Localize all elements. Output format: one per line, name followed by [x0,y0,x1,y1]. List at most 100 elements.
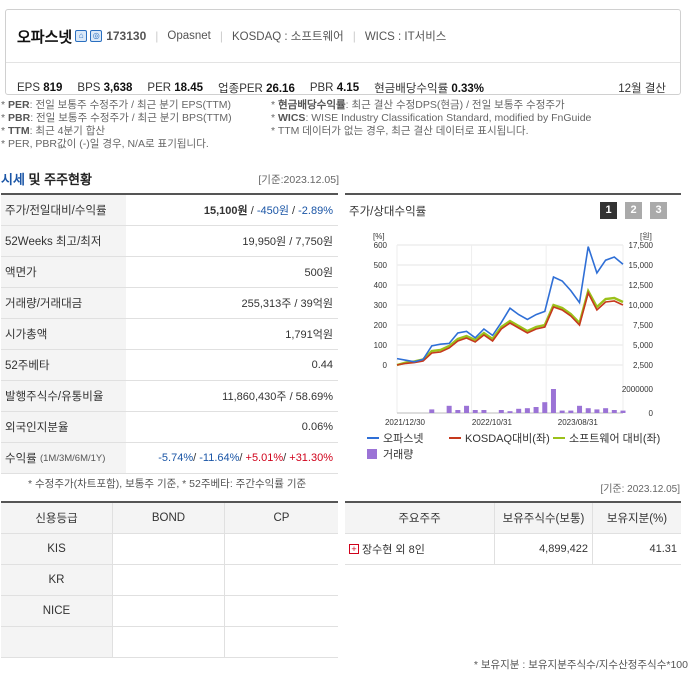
volume-bar [455,410,461,413]
chart-title: 주가/상대수익률 [349,206,427,218]
row-value: 0.06% [301,421,333,433]
note-negative: * PER, PBR값이 (-)일 경우, N/A로 표기됩니다. [1,138,209,150]
agency-name: KR [1,565,113,595]
volume-bar [611,410,617,413]
volume-bar [507,411,513,413]
table-row: 주가/전일대비/수익률 15,100원 / -450원 / -2.89% [1,195,338,226]
stock-code: 173130 [106,29,147,43]
volume-bar [472,410,478,413]
row-label: 거래량/거래대금 [1,288,126,318]
left-tick-label: 200 [374,321,388,330]
market-sector: KOSDAQ : 소프트웨어 [231,31,344,43]
note-per: * PER: 전일 보통주 수정주가 / 최근 분기 EPS(TTM) [1,99,232,111]
volume-bar [603,408,609,413]
right-tick-label: 5,000 [633,341,654,350]
left-tick-label: 400 [374,281,388,290]
company-header: 오파스넷 ⌂ ◎ 173130 | Opasnet | KOSDAQ : 소프트… [5,9,681,95]
row-value: 255,313주 / 39억원 [241,298,333,310]
row-label: 주가/전일대비/수익률 [1,195,126,225]
row-label: 52주베타 [1,350,126,380]
price-value: 15,100원 / -450원 / -2.89% [203,205,333,217]
agency-name [1,627,113,657]
volume-bar [542,402,548,413]
right-tick-label: 12,500 [629,281,654,290]
market-table: 주가/전일대비/수익률 15,100원 / -450원 / -2.89% 52W… [1,193,338,474]
left-tick-label: 100 [374,341,388,350]
english-name: Opasnet [167,30,211,42]
note-ttm: * TTM: 최근 4분기 합산 [1,125,106,137]
holder-name: 장수현 외 8인 [362,544,425,556]
market-footnote: * 수정주가(차트포함), 보통주 기준, * 52주베타: 주간수익률 기준 [28,478,307,490]
col-header: 보유지분(%) [593,503,681,533]
chart-tab-2[interactable]: 2 [625,202,642,219]
row-value: 0.44 [311,359,333,371]
price-chart: [%] [원] 600 500 400 300 200 100 0 17,500 15,000… [367,232,660,461]
divider: | [155,29,159,43]
volume-bar [524,408,530,413]
volume-bar [620,410,626,413]
volume-bar [585,408,591,413]
metric-sector-per: 업종PER 26.16 [218,83,295,95]
table-row: 52Weeks 최고/최저 19,950원 / 7,750원 [1,226,338,257]
left-tick-label: 0 [383,361,388,370]
table-row: KR [1,565,338,596]
table-row: 외국인지분율 0.06% [1,412,338,443]
volume-tick-label: 2000000 [622,385,654,394]
metric-per: PER 18.45 [147,82,204,94]
credit-rating-table: 신용등급 BOND CP KIS KR NICE [1,501,338,658]
row-value: 11,860,430주 / 58.69% [222,391,333,403]
row-value: 1,791억원 [285,329,333,341]
right-tick-label: 7,500 [633,321,654,330]
home-icon[interactable]: ⌂ [75,30,88,42]
x-tick-label: 2023/08/31 [558,418,599,427]
expand-icon[interactable]: + [349,544,359,554]
volume-bar [481,410,487,413]
row-label: 외국인지분율 [1,412,126,442]
table-row: 액면가 500원 [1,257,338,288]
col-header: BOND [113,503,225,533]
price-chart-panel: 주가/상대수익률 1 2 3 [%] [원] 600 500 400 300 200 10… [345,193,681,468]
holder-name-cell[interactable]: + 장수현 외 8인 [345,534,495,564]
shareholders-table: 주요주주 보유주식수(보통) 보유지분(%) + 장수현 외 8인 4,899,4… [345,501,681,565]
volume-bar [429,409,435,413]
col-header: 신용등급 [1,503,113,533]
volume-bar [550,389,556,413]
row-label: 액면가 [1,257,126,287]
agency-name: KIS [1,534,113,564]
metrics-bar: EPS 819 BPS 3,638 PER 18.45 업종PER 26.16 … [17,80,666,96]
right-tick-label: 2,500 [633,361,654,370]
right-axis-unit: [원] [640,232,652,241]
note-wics: * WICS: WISE Industry Classification Sta… [271,112,592,124]
chart-tab-3[interactable]: 3 [650,202,667,219]
series-line-1 [396,290,624,366]
col-header: 주요주주 [345,503,495,533]
chart-tab-1[interactable]: 1 [600,202,617,219]
left-tick-label: 300 [374,301,388,310]
divider: | [219,29,223,43]
ir-icon[interactable]: ◎ [90,30,103,42]
table-row: KIS [1,534,338,565]
legend-swatch [367,449,377,459]
table-row: NICE [1,596,338,627]
agency-name: NICE [1,596,113,626]
holder-pct: 41.31 [649,543,677,555]
note-ttm-missing: * TTM 데이터가 없는 경우, 최근 결산 데이터로 표시됩니다. [271,125,529,137]
right-tick-label: 17,500 [629,241,654,250]
legend-label: KOSDAQ대비(좌) [465,432,550,445]
table-row: 발행주식수/유통비율 11,860,430주 / 58.69% [1,381,338,412]
table-row: 52주베타 0.44 [1,350,338,381]
legend-label: 소프트웨어 대비(좌) [569,432,660,445]
note-dividend: * 현금배당수익률: 최근 결산 수정DPS(현금) / 전일 보통주 수정주가 [271,99,565,111]
table-header: 주요주주 보유주식수(보통) 보유지분(%) [345,503,681,534]
metric-dividend-yield: 현금배당수익률 0.33% [374,83,484,95]
metric-eps: EPS 819 [17,82,63,94]
left-tick-label: 600 [374,241,388,250]
metric-bps: BPS 3,638 [77,82,133,94]
volume-bar [446,405,452,413]
left-axis-unit: [%] [373,232,385,241]
metric-pbr: PBR 4.15 [309,82,360,94]
returns-value: -5.74%/ -11.64%/ +5.01%/ +31.30% [158,452,333,464]
volume-bar [559,410,565,413]
section-date: [기준:2023.12.05] [258,174,339,186]
row-value: 19,950원 / 7,750원 [242,236,333,248]
